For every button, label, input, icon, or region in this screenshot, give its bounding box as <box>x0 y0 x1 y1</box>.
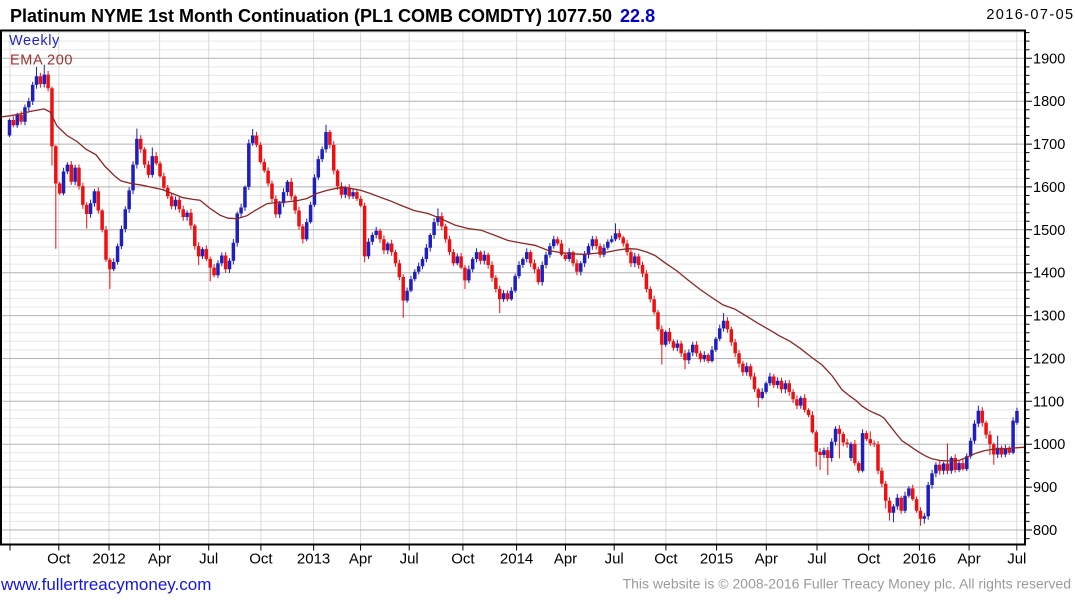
svg-text:2014: 2014 <box>500 551 533 568</box>
svg-text:Apr: Apr <box>554 551 577 568</box>
svg-text:2013: 2013 <box>297 551 330 568</box>
svg-text:1000: 1000 <box>1033 437 1065 453</box>
svg-text:1200: 1200 <box>1033 352 1065 368</box>
svg-text:Oct: Oct <box>857 551 881 568</box>
svg-text:1400: 1400 <box>1033 266 1065 282</box>
svg-text:900: 900 <box>1033 480 1057 496</box>
svg-text:1900: 1900 <box>1033 51 1065 67</box>
svg-text:This website is © 2008-2016 Fu: This website is © 2008-2016 Fuller Treac… <box>623 576 1071 592</box>
svg-text:Weekly: Weekly <box>9 33 60 49</box>
svg-text:2016: 2016 <box>903 551 936 568</box>
svg-text:1100: 1100 <box>1033 394 1064 410</box>
svg-text:2012: 2012 <box>92 551 125 568</box>
svg-text:800: 800 <box>1033 523 1057 539</box>
svg-text:Jul: Jul <box>807 551 826 568</box>
svg-text:1500: 1500 <box>1033 223 1065 239</box>
svg-text:1800: 1800 <box>1033 94 1065 110</box>
svg-text:Oct: Oct <box>451 551 475 568</box>
svg-text:Jul: Jul <box>1007 551 1026 568</box>
svg-text:Jul: Jul <box>605 551 624 568</box>
svg-text:2016-07-05: 2016-07-05 <box>986 7 1074 23</box>
svg-text:Oct: Oct <box>249 551 273 568</box>
svg-text:Apr: Apr <box>148 551 171 568</box>
svg-text:Apr: Apr <box>957 551 980 568</box>
svg-text:Apr: Apr <box>755 551 778 568</box>
svg-text:1300: 1300 <box>1033 309 1065 325</box>
svg-text:Oct: Oct <box>654 551 678 568</box>
svg-text:Oct: Oct <box>47 551 71 568</box>
svg-text:Platinum NYME 1st Month Contin: Platinum NYME 1st Month Continuation (PL… <box>10 6 655 26</box>
svg-text:Jul: Jul <box>199 551 218 568</box>
svg-text:Jul: Jul <box>400 551 419 568</box>
svg-text:www.fullertreacymoney.com: www.fullertreacymoney.com <box>0 575 211 594</box>
svg-text:Apr: Apr <box>349 551 372 568</box>
svg-text:1700: 1700 <box>1033 137 1065 153</box>
svg-text:2015: 2015 <box>700 551 733 568</box>
svg-text:1600: 1600 <box>1033 180 1065 196</box>
svg-text:EMA 200: EMA 200 <box>10 53 73 69</box>
